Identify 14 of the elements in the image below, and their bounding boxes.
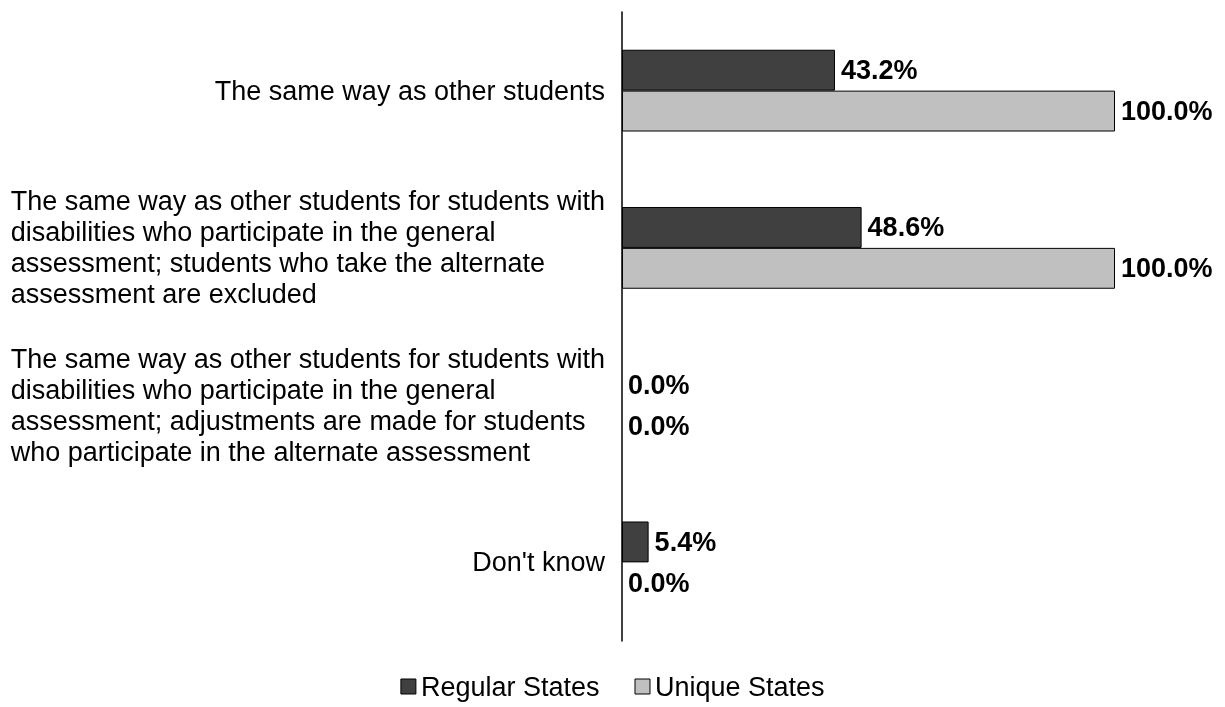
data-label: 0.0%	[628, 369, 690, 400]
y-tick-label: The same way as other students for students with disabilities who participate in the general assessment; students who take the alternate assessment are excluded	[10, 186, 606, 310]
data-label: 100.0%	[1121, 253, 1213, 284]
y-tick-label: The same way as other students	[214, 75, 606, 106]
legend-label: Regular States	[420, 671, 600, 702]
data-label: 100.0%	[1121, 96, 1213, 127]
data-label: 0.0%	[628, 567, 690, 598]
y-tick-label: Don't know	[472, 547, 606, 578]
data-label: 0.0%	[628, 410, 690, 441]
y-tick-label: The same way as other students for students with disabilities who participate in the general assessment; adjustments are made for students who participate in the alternate assessment	[9, 343, 606, 467]
data-label: 48.6%	[867, 212, 945, 243]
legend-label: Unique States	[655, 671, 825, 702]
data-label: 5.4%	[654, 526, 717, 557]
data-label: 43.2%	[840, 55, 918, 86]
